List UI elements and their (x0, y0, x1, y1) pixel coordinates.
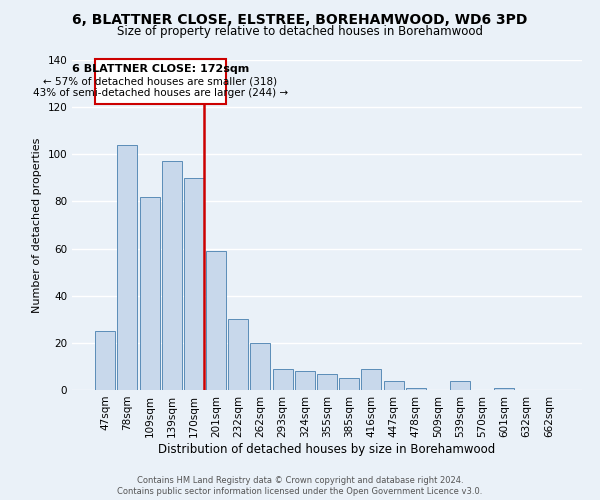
Bar (450, 380, 470, 390)
Bar (95, 331, 115, 390)
Bar (272, 369, 293, 390)
Text: 6 BLATTNER CLOSE: 172sqm: 6 BLATTNER CLOSE: 172sqm (71, 64, 249, 74)
Bar (406, 388, 426, 390)
Bar (494, 388, 514, 390)
Y-axis label: Number of detached properties: Number of detached properties (32, 138, 42, 312)
Bar (140, 196, 160, 390)
FancyBboxPatch shape (95, 59, 226, 104)
Bar (339, 378, 359, 390)
Bar (162, 162, 182, 390)
Bar (317, 374, 337, 390)
X-axis label: Distribution of detached houses by size in Borehamwood: Distribution of detached houses by size … (158, 442, 496, 456)
Bar (184, 178, 204, 390)
Bar (250, 343, 271, 390)
Text: Contains public sector information licensed under the Open Government Licence v3: Contains public sector information licen… (118, 487, 482, 496)
Text: Contains HM Land Registry data © Crown copyright and database right 2024.: Contains HM Land Registry data © Crown c… (137, 476, 463, 485)
Bar (295, 371, 315, 390)
Text: Size of property relative to detached houses in Borehamwood: Size of property relative to detached ho… (117, 25, 483, 38)
Text: 6, BLATTNER CLOSE, ELSTREE, BOREHAMWOOD, WD6 3PD: 6, BLATTNER CLOSE, ELSTREE, BOREHAMWOOD,… (73, 12, 527, 26)
Bar (118, 145, 137, 390)
Bar (361, 369, 382, 390)
Bar (228, 320, 248, 390)
Text: 43% of semi-detached houses are larger (244) →: 43% of semi-detached houses are larger (… (33, 88, 288, 98)
Bar (206, 251, 226, 390)
Bar (383, 380, 404, 390)
Text: ← 57% of detached houses are smaller (318): ← 57% of detached houses are smaller (31… (43, 76, 277, 86)
